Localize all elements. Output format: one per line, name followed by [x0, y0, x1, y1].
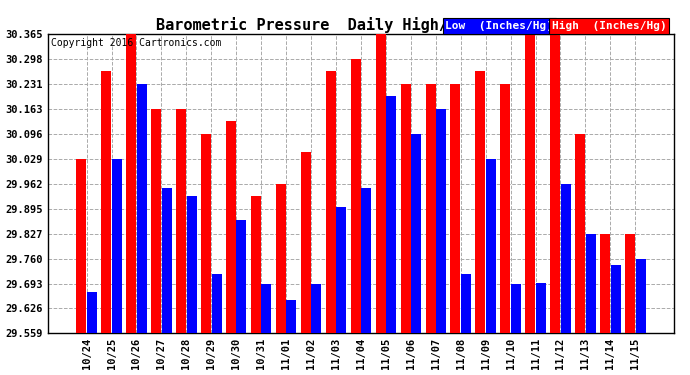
Bar: [426, 84, 435, 333]
Bar: [151, 109, 161, 333]
Bar: [386, 96, 396, 333]
Bar: [201, 134, 211, 333]
Bar: [361, 188, 371, 333]
Bar: [311, 284, 322, 333]
Bar: [635, 259, 646, 333]
Bar: [561, 184, 571, 333]
Bar: [525, 34, 535, 333]
Bar: [251, 195, 261, 333]
Bar: [301, 153, 310, 333]
Bar: [161, 188, 172, 333]
Bar: [575, 134, 585, 333]
Bar: [486, 159, 496, 333]
Bar: [511, 284, 521, 333]
Bar: [326, 72, 336, 333]
Bar: [586, 234, 595, 333]
Bar: [500, 84, 511, 333]
Text: Low  (Inches/Hg): Low (Inches/Hg): [446, 21, 553, 31]
Bar: [87, 292, 97, 333]
Bar: [625, 234, 635, 333]
Bar: [126, 34, 136, 333]
Bar: [186, 195, 197, 333]
Bar: [276, 184, 286, 333]
Text: High  (Inches/Hg): High (Inches/Hg): [552, 21, 667, 31]
Bar: [401, 84, 411, 333]
Bar: [112, 159, 121, 333]
Bar: [176, 109, 186, 333]
Title: Barometric Pressure  Daily High/Low  20161116: Barometric Pressure Daily High/Low 20161…: [156, 17, 566, 33]
Bar: [436, 109, 446, 333]
Bar: [375, 34, 386, 333]
Bar: [611, 265, 620, 333]
Bar: [550, 34, 560, 333]
Bar: [137, 84, 147, 333]
Bar: [262, 284, 271, 333]
Bar: [212, 273, 221, 333]
Bar: [411, 134, 421, 333]
Bar: [77, 159, 86, 333]
Bar: [101, 72, 111, 333]
Bar: [600, 234, 610, 333]
Bar: [226, 121, 236, 333]
Bar: [461, 273, 471, 333]
Bar: [451, 84, 460, 333]
Text: Copyright 2016 Cartronics.com: Copyright 2016 Cartronics.com: [51, 39, 221, 48]
Bar: [336, 207, 346, 333]
Bar: [286, 300, 296, 333]
Bar: [535, 283, 546, 333]
Bar: [237, 220, 246, 333]
Bar: [351, 59, 361, 333]
Bar: [475, 72, 485, 333]
